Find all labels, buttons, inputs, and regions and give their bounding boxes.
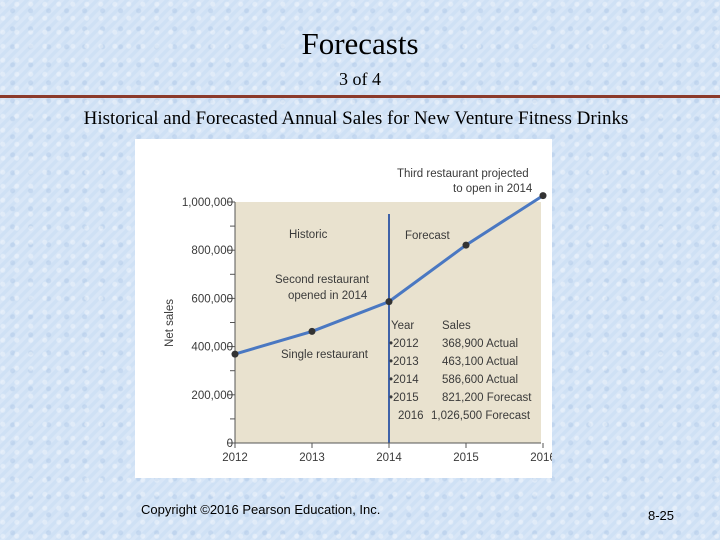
sales-table: Year Sales •2012 368,900 Actual •2013 46… [389, 320, 532, 422]
chart-heading: Historical and Forecasted Annual Sales f… [83, 108, 629, 129]
table-row-sales: 463,100 Actual [442, 356, 518, 368]
second-restaurant-line1: Second restaurant [275, 274, 370, 286]
data-point [462, 241, 470, 249]
slide-title: Forecasts [301, 26, 419, 61]
data-point [308, 327, 316, 335]
table-row-year: 2016 [398, 410, 424, 422]
data-point [539, 192, 547, 200]
third-restaurant-line1: Third restaurant projected [397, 168, 529, 180]
chart-container: 0 200,000 400,000 600,000 800,000 1,000,000 2… [135, 139, 552, 478]
x-tick-label: 2014 [376, 452, 402, 464]
x-tick-label: 2013 [299, 452, 325, 464]
table-row-sales: 586,600 Actual [442, 374, 518, 386]
page-number: 8-25 [648, 508, 675, 523]
y-tick-label: 400,000 [191, 342, 233, 354]
data-point [231, 350, 239, 358]
third-restaurant-line2: to open in 2014 [453, 183, 533, 195]
single-restaurant-label: Single restaurant [281, 349, 369, 361]
table-row-year: •2014 [389, 374, 419, 386]
x-axis-ticks: 2012 2013 2014 2015 2016 [222, 443, 552, 464]
copyright-notice: Copyright ©2016 Pearson Education, Inc. [141, 502, 381, 517]
x-tick-label: 2016 [530, 452, 552, 464]
table-row-year: •2012 [389, 338, 419, 350]
forecast-label: Forecast [405, 230, 451, 242]
table-row-sales: 368,900 Actual [442, 338, 518, 350]
x-tick-label: 2012 [222, 452, 248, 464]
y-tick-label: 200,000 [191, 390, 233, 402]
x-tick-label: 2015 [453, 452, 479, 464]
sales-line-chart: 0 200,000 400,000 600,000 800,000 1,000,000 2… [164, 168, 552, 464]
y-tick-label: 1,000,000 [182, 197, 233, 209]
data-point [385, 298, 393, 306]
table-row-sales: 1,026,500 Forecast [431, 410, 531, 422]
table-header-year: Year [391, 320, 414, 332]
historic-label: Historic [289, 229, 328, 241]
title-divider [0, 95, 720, 98]
second-restaurant-line2: opened in 2014 [288, 290, 368, 302]
y-tick-label: 800,000 [191, 245, 233, 257]
table-row-sales: 821,200 Forecast [442, 392, 532, 404]
slide-subtitle: 3 of 4 [339, 69, 381, 89]
table-row-year: •2013 [389, 356, 419, 368]
table-header-sales: Sales [442, 320, 471, 332]
table-row-year: •2015 [389, 392, 419, 404]
data-points [231, 192, 547, 358]
y-tick-label: 600,000 [191, 293, 233, 305]
y-axis-ticks: 0 200,000 400,000 600,000 800,000 1,000,000 [182, 197, 235, 450]
y-tick-label: 0 [227, 438, 233, 450]
y-axis-label: Net sales [164, 299, 176, 347]
